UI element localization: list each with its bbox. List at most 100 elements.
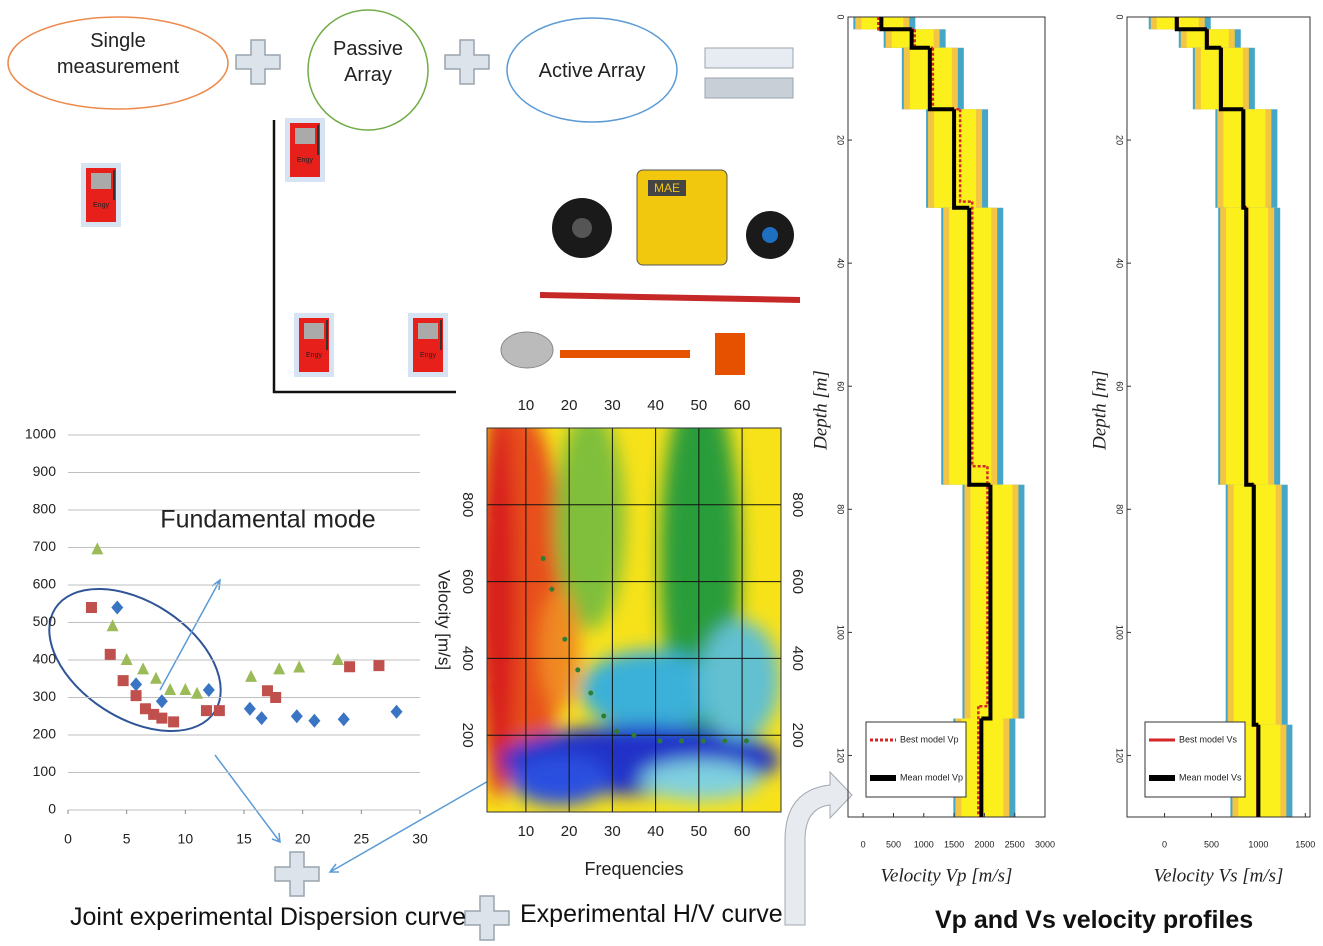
y-tick-label: 700 [33, 538, 57, 554]
y-tick-label: 800 [33, 501, 57, 517]
y-tick-label: 0 [48, 801, 56, 817]
device [285, 118, 325, 182]
point [256, 711, 268, 725]
point [293, 661, 305, 673]
point [156, 694, 168, 708]
input-label: Passive Array [322, 36, 414, 88]
point [308, 714, 320, 728]
envelope [853, 17, 1024, 817]
x-tick-label: 40 [647, 397, 664, 414]
x-tick-label: 30 [604, 397, 621, 414]
point [168, 716, 179, 727]
y-tick-label: 300 [33, 688, 57, 704]
blob [540, 590, 580, 710]
x-tick-label: 0 [1162, 839, 1167, 849]
caption: Vp and Vs velocity profiles [935, 906, 1253, 935]
pick-point [588, 690, 593, 695]
x-tick-label: 1000 [1248, 839, 1268, 849]
y-tick-label: 800 [789, 492, 806, 517]
y-tick-label: 20 [836, 135, 846, 145]
x-tick-label: 30 [604, 823, 621, 840]
point [245, 670, 257, 682]
caption: Joint experimental Dispersion curve [70, 903, 466, 932]
pick-point [679, 738, 684, 743]
x-tick-label: 1500 [944, 839, 964, 849]
point [91, 542, 103, 554]
big-arrow [785, 772, 852, 925]
point [244, 702, 256, 716]
point [86, 602, 97, 613]
dispersion-image [475, 380, 781, 812]
plus-signs [236, 40, 509, 940]
y-tick-label: 120 [836, 748, 846, 763]
x-tick-label: 10 [178, 831, 194, 847]
point [156, 713, 167, 724]
y-tick-label: 60 [836, 381, 846, 391]
x-tick-label: 500 [886, 839, 901, 849]
point [273, 662, 285, 674]
y-tick-label: 1000 [25, 426, 56, 442]
y-tick-label: 600 [459, 569, 476, 594]
equals-top [705, 48, 793, 68]
pick-point [722, 738, 727, 743]
legend-label: Mean model Vp [900, 772, 963, 782]
x-axis-label: Velocity Vp [m/s] [881, 865, 1013, 886]
x-tick-label: 1500 [1295, 839, 1315, 849]
x-tick-label: 0 [64, 831, 72, 847]
point [137, 662, 149, 674]
page: EngyEngyEngyEngyMAE010020030040050060070… [0, 0, 1323, 946]
point [121, 653, 133, 665]
y-tick-label: 100 [1115, 625, 1125, 640]
input-label: Single measurement [38, 28, 198, 80]
x-tick-label: 20 [561, 397, 578, 414]
point [107, 619, 119, 631]
pick-point [744, 738, 749, 743]
point [105, 649, 116, 660]
point [131, 690, 142, 701]
x-axis-label: Frequencies [584, 859, 683, 879]
equals-bottom [705, 78, 793, 98]
point [270, 692, 281, 703]
y-tick-label: 100 [33, 763, 57, 779]
equipment-label: MAE [654, 181, 680, 195]
x-tick-label: 25 [354, 831, 370, 847]
pick-point [562, 637, 567, 642]
device [294, 313, 334, 377]
y-tick-label: 600 [789, 569, 806, 594]
legend-label: Best model Vs [1179, 734, 1238, 744]
y-tick-label: 900 [33, 463, 57, 479]
x-axis-label: Velocity Vs [m/s] [1154, 865, 1284, 886]
y-tick-label: 500 [33, 613, 57, 629]
pick-point [632, 733, 637, 738]
device-label: Engy [297, 157, 313, 164]
x-tick-label: 15 [236, 831, 252, 847]
legend-label: Best model Vp [900, 734, 959, 744]
point [201, 705, 212, 716]
y-tick-label: 200 [459, 723, 476, 748]
y-tick-label: 200 [33, 726, 57, 742]
x-tick-label: 20 [295, 831, 311, 847]
point [130, 677, 142, 691]
x-tick-label: 500 [1204, 839, 1219, 849]
annotation: Fundamental mode [160, 506, 375, 534]
point [291, 709, 303, 723]
pick-point [614, 729, 619, 734]
point [344, 661, 355, 672]
point [111, 601, 123, 615]
point [164, 683, 176, 695]
point [373, 660, 384, 671]
y-tick-label: 0 [1115, 14, 1125, 19]
x-tick-label: 50 [691, 823, 708, 840]
pick-point [541, 556, 546, 561]
point [391, 705, 403, 719]
y-tick-label: 0 [836, 14, 846, 19]
point [214, 705, 225, 716]
point [338, 712, 350, 726]
legend-box [866, 722, 966, 797]
y-tick-label: 80 [836, 504, 846, 514]
device-label: Engy [306, 352, 322, 359]
point [203, 683, 215, 697]
legend-box [1145, 722, 1245, 797]
blob [480, 400, 516, 800]
x-tick-label: 3000 [1035, 839, 1055, 849]
